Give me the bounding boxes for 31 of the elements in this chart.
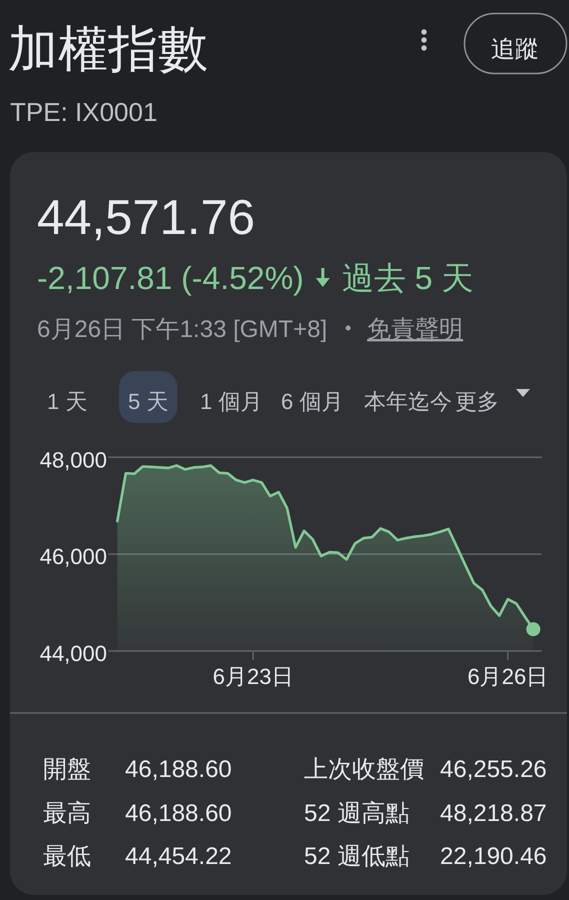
text: 上次收盤價 [304,756,424,783]
x-tick-label: 6月23日 [212,664,294,689]
button: 追蹤 [464,12,568,74]
text: 44,454.22 [125,843,232,870]
text: 52 週低點 [304,843,410,870]
y-tick-label: 48,000 [40,447,107,472]
text: 最高 [43,800,91,827]
text: 6月26日 下午1:33 [GMT+8] [37,316,328,343]
tab-label: 1 天 [47,389,88,414]
tab-label: 1 個月 [200,389,262,414]
text: 48,218.87 [440,800,547,827]
text: 46,188.60 [125,800,232,827]
text: 過去 5 天 [342,260,474,296]
x-tick-label: 6月26日 [467,664,548,689]
text: 52 週高點 [304,800,410,827]
y-tick-label: 46,000 [40,544,107,570]
text: 46,255.26 [440,756,547,783]
tab-label: 6 個月 [281,389,344,414]
y-tick-label: 44,000 [40,641,107,666]
chart-subtitle: TPE: IX0001 [10,97,158,127]
tab-label: 更多 [455,389,499,414]
text: 46,188.60 [125,756,232,783]
text: -2,107.81 (-4.52%) [37,260,304,296]
link: 免責聲明 [367,316,464,343]
chart-title: 加權指數 [8,21,208,77]
text: 44,571.76 [37,191,255,245]
tab-selected: 5 天 [119,371,178,423]
tab-label: 本年迄今 [364,389,452,414]
text: 開盤 [43,756,91,783]
text: 22,190.46 [440,843,547,870]
text: 最低 [43,843,91,870]
